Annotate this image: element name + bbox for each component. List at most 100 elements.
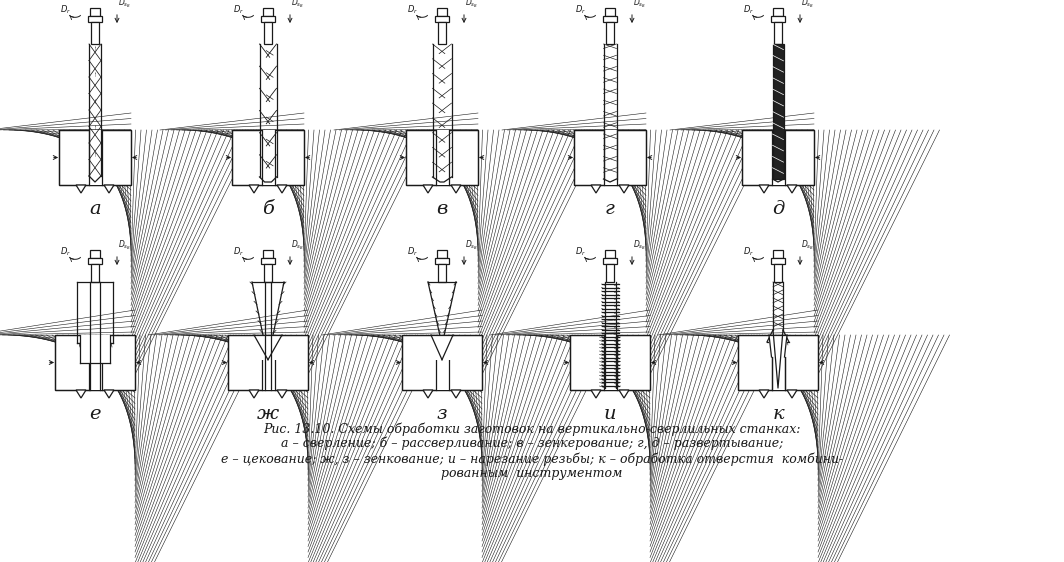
Text: г: г xyxy=(605,200,615,218)
Text: $D_{s_B}$: $D_{s_B}$ xyxy=(465,0,478,10)
Text: $D_r$: $D_r$ xyxy=(60,246,71,259)
Bar xyxy=(90,250,100,258)
Bar xyxy=(254,335,282,360)
Bar xyxy=(55,335,135,390)
Bar xyxy=(90,8,100,16)
Bar xyxy=(402,335,482,390)
Bar xyxy=(228,335,307,390)
Bar xyxy=(573,130,646,185)
Polygon shape xyxy=(423,185,433,193)
Bar xyxy=(771,16,785,22)
Polygon shape xyxy=(76,185,86,193)
Bar xyxy=(406,130,478,185)
Polygon shape xyxy=(104,390,114,398)
Polygon shape xyxy=(619,185,629,193)
Bar xyxy=(59,130,131,185)
Text: $D_{s_B}$: $D_{s_B}$ xyxy=(633,0,646,10)
Text: д: д xyxy=(771,200,784,218)
Bar xyxy=(88,258,102,264)
Text: Рис. 13.10. Схемы обработки заготовок на вертикально-сверлильных станках:: Рис. 13.10. Схемы обработки заготовок на… xyxy=(263,422,801,436)
Polygon shape xyxy=(591,185,601,193)
Polygon shape xyxy=(787,390,797,398)
Text: з: з xyxy=(436,405,447,423)
Bar xyxy=(738,335,818,390)
Text: $D_{s_B}$: $D_{s_B}$ xyxy=(290,0,304,10)
Bar xyxy=(232,130,304,185)
Bar xyxy=(771,258,785,264)
Bar xyxy=(262,130,275,185)
Bar xyxy=(570,335,650,390)
Bar xyxy=(605,8,615,16)
Bar xyxy=(92,22,99,44)
Text: $D_{s_B}$: $D_{s_B}$ xyxy=(118,238,131,252)
Bar xyxy=(438,264,446,282)
Bar xyxy=(228,335,307,390)
Text: $D_{s_B}$: $D_{s_B}$ xyxy=(633,238,646,252)
Polygon shape xyxy=(277,390,287,398)
Bar xyxy=(59,130,131,185)
Bar xyxy=(742,130,814,185)
Text: а: а xyxy=(89,200,101,218)
Text: ж: ж xyxy=(256,405,279,423)
Bar xyxy=(263,250,273,258)
Bar xyxy=(55,335,135,390)
Bar xyxy=(92,264,99,282)
Bar xyxy=(603,335,616,390)
Bar xyxy=(261,258,275,264)
Text: $D_{s_B}$: $D_{s_B}$ xyxy=(290,238,304,252)
Bar xyxy=(80,335,110,362)
Bar xyxy=(59,130,131,185)
Bar xyxy=(88,335,101,390)
Bar xyxy=(406,130,478,185)
Bar xyxy=(261,16,275,22)
Bar xyxy=(55,335,135,390)
Polygon shape xyxy=(619,390,629,398)
Bar xyxy=(435,16,449,22)
Text: $D_r$: $D_r$ xyxy=(233,246,244,259)
Bar xyxy=(742,130,814,185)
Bar xyxy=(774,8,783,16)
Text: $D_{s_B}$: $D_{s_B}$ xyxy=(118,0,131,10)
Bar xyxy=(232,130,304,185)
Bar xyxy=(263,8,273,16)
Text: в: в xyxy=(436,200,448,218)
Bar xyxy=(232,130,304,185)
Bar xyxy=(603,130,616,185)
Bar xyxy=(435,130,449,185)
Bar xyxy=(228,335,307,390)
Polygon shape xyxy=(787,185,797,193)
Text: е: е xyxy=(89,405,101,423)
Text: $D_r$: $D_r$ xyxy=(575,246,586,259)
Text: $D_r$: $D_r$ xyxy=(406,4,418,16)
Polygon shape xyxy=(591,390,601,398)
Bar xyxy=(437,250,447,258)
Bar xyxy=(771,130,784,185)
Text: $D_r$: $D_r$ xyxy=(233,4,244,16)
Bar xyxy=(573,130,646,185)
Bar xyxy=(742,130,814,185)
Bar xyxy=(437,8,447,16)
Bar xyxy=(406,130,478,185)
Text: $D_{s_B}$: $D_{s_B}$ xyxy=(801,238,814,252)
Bar xyxy=(738,335,818,390)
Polygon shape xyxy=(759,390,769,398)
Bar xyxy=(774,22,782,44)
Polygon shape xyxy=(451,185,461,193)
Text: к: к xyxy=(772,405,784,423)
Text: е – цекование; ж, з – зенкование; и – нарезание резьбы; к – обработка отверстия : е – цекование; ж, з – зенкование; и – на… xyxy=(221,452,843,465)
Polygon shape xyxy=(423,390,433,398)
Text: $D_r$: $D_r$ xyxy=(575,4,586,16)
Bar xyxy=(435,335,449,390)
Polygon shape xyxy=(451,390,461,398)
Bar xyxy=(606,264,614,282)
Text: $D_{s_B}$: $D_{s_B}$ xyxy=(465,238,478,252)
Polygon shape xyxy=(277,185,287,193)
Bar xyxy=(606,22,614,44)
Bar xyxy=(570,335,650,390)
Polygon shape xyxy=(759,185,769,193)
Bar xyxy=(438,22,446,44)
Bar xyxy=(774,250,783,258)
Bar xyxy=(605,250,615,258)
Bar xyxy=(435,258,449,264)
Bar xyxy=(573,130,646,185)
